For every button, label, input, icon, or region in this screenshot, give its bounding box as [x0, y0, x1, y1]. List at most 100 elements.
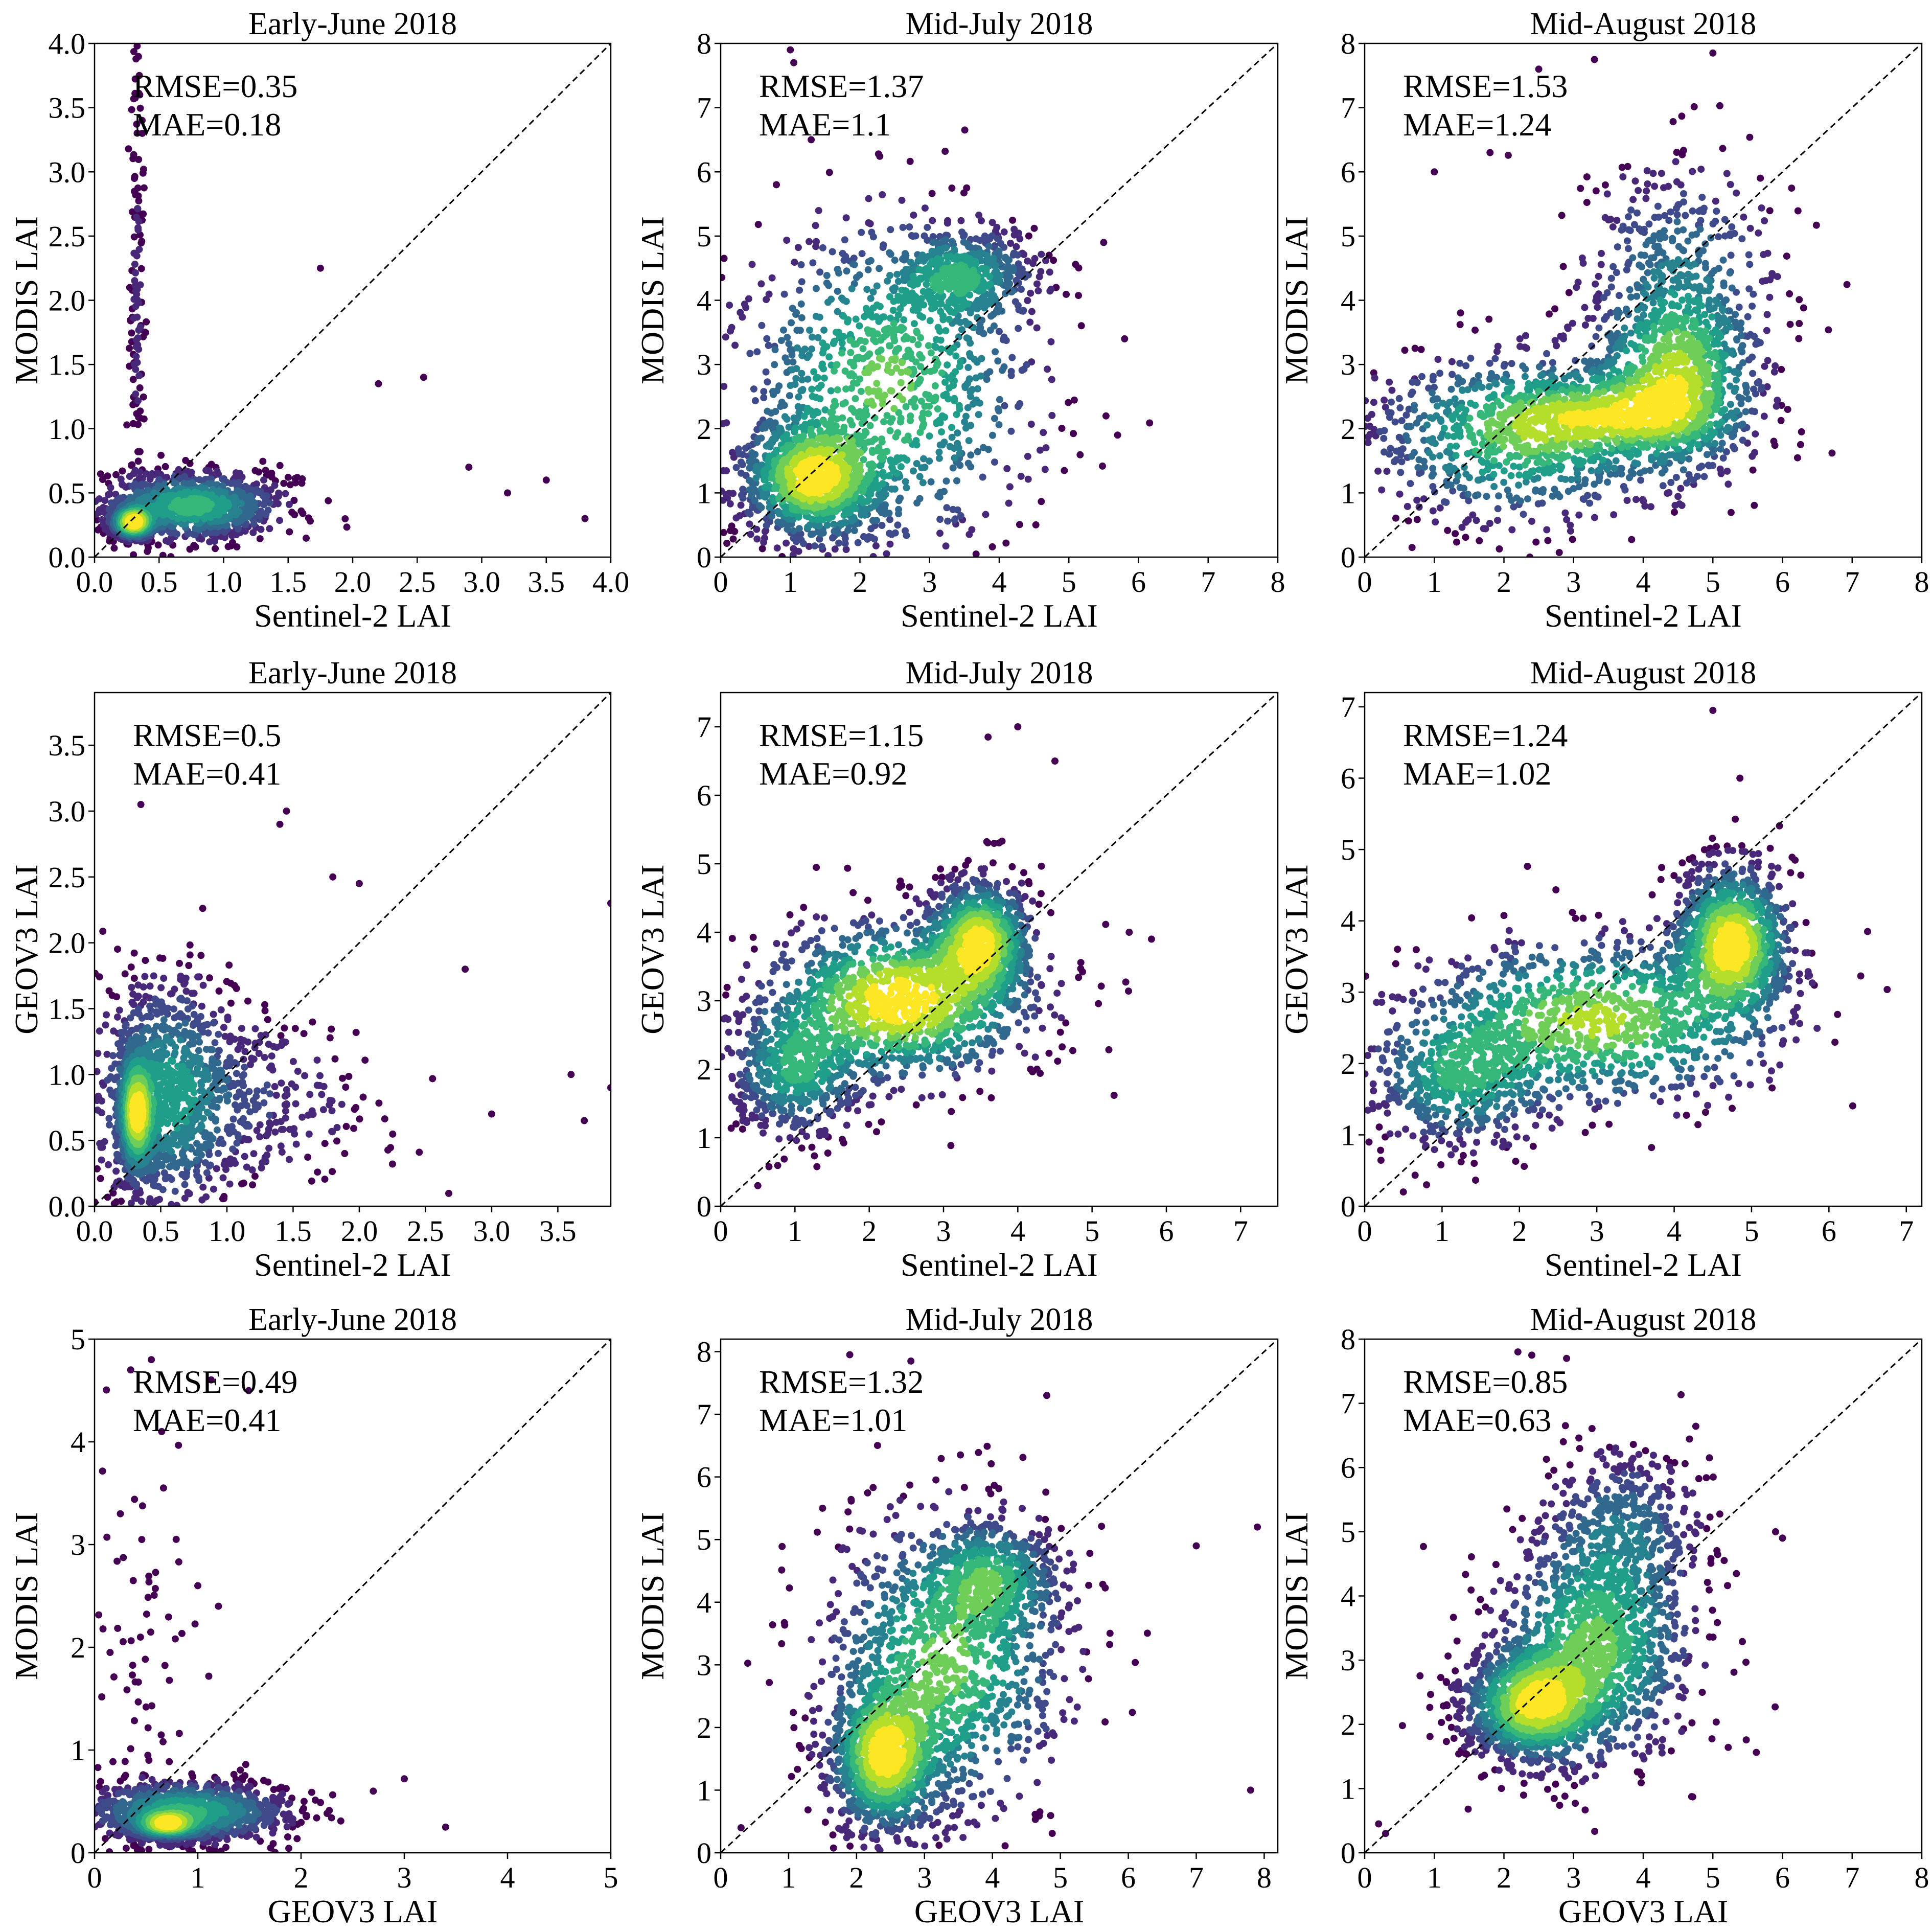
scatter-point: [816, 313, 823, 321]
scatter-point: [128, 461, 136, 469]
scatter-point: [795, 393, 802, 401]
scatter-point: [130, 48, 137, 55]
scatter-point: [751, 497, 758, 504]
scatter-point: [106, 490, 113, 498]
scatter-point: [140, 333, 147, 340]
scatter-point: [866, 220, 874, 227]
scatter-point: [879, 191, 886, 198]
scatter-point: [929, 217, 936, 224]
scatter-point: [879, 469, 887, 476]
scatter-point: [943, 504, 951, 512]
scatter-point: [940, 392, 948, 399]
scatter-point: [133, 359, 141, 366]
scatter-point: [1017, 286, 1025, 293]
scatter-point: [758, 321, 766, 329]
scatter-point: [812, 285, 820, 292]
scatter-point: [920, 301, 928, 309]
scatter-point: [128, 329, 135, 337]
scatter-point: [1024, 257, 1031, 265]
identity-line: [94, 42, 612, 558]
scatter-point: [859, 345, 867, 353]
scatter-point: [867, 397, 875, 405]
scatter-point: [831, 545, 839, 553]
scatter-point: [916, 473, 924, 480]
scatter-point: [979, 444, 987, 451]
scatter-point: [906, 157, 914, 165]
scatter-point: [914, 341, 922, 349]
scatter-point: [135, 246, 143, 253]
scatter-point: [827, 361, 835, 369]
scatter-point: [135, 372, 143, 379]
scatter-point: [953, 477, 960, 485]
scatter-point: [134, 421, 142, 428]
scatter-point: [746, 520, 753, 528]
x-tick-label: 2.0: [334, 565, 372, 599]
scatter-point: [920, 455, 927, 463]
scatter-point: [793, 365, 800, 373]
scatter-point: [856, 322, 863, 330]
scatter-point: [1045, 251, 1053, 259]
scatter-point: [878, 435, 885, 443]
scatter-point: [917, 397, 925, 405]
y-tick-label: 2.0: [49, 284, 86, 317]
scatter-point: [723, 540, 731, 547]
scatter-point: [974, 448, 981, 455]
scatter-point: [134, 334, 142, 342]
scatter-point: [132, 269, 139, 277]
scatter-point: [876, 265, 883, 272]
scatter-point: [937, 308, 945, 315]
scatter-point: [816, 268, 824, 276]
scatter-point: [886, 516, 893, 523]
scatter-point: [1018, 366, 1026, 374]
scatter-point: [876, 152, 884, 160]
scatter-point: [298, 479, 306, 487]
scatter-point: [972, 550, 980, 557]
scatter-point: [888, 369, 895, 376]
scatter-point: [865, 258, 872, 266]
scatter-point: [162, 463, 169, 470]
scatter-point: [886, 427, 894, 434]
scatter-point: [927, 478, 935, 486]
scatter-point: [1044, 365, 1051, 373]
scatter-point: [125, 145, 132, 153]
scatter-point: [884, 277, 891, 285]
x-tick-label: 1.0: [205, 565, 242, 599]
scatter-point: [130, 551, 137, 557]
scatter-point: [1024, 297, 1031, 304]
scatter-point: [798, 314, 806, 321]
scatter-point: [810, 368, 818, 376]
y-tick-label: 3.5: [49, 91, 86, 125]
scatter-point: [119, 467, 126, 475]
scatter-point: [833, 361, 841, 369]
scatter-point: [729, 490, 737, 497]
scatter-point: [1146, 419, 1154, 427]
scatter-point: [975, 328, 983, 335]
scatter-point: [839, 414, 846, 422]
scatter-point: [843, 267, 850, 275]
scatter-point: [140, 393, 147, 401]
scatter-point: [919, 409, 927, 417]
scatter-point: [951, 454, 958, 462]
scatter-point: [883, 550, 890, 557]
scatter-point: [811, 542, 819, 550]
scatter-point: [758, 545, 766, 553]
scatter-point: [988, 543, 996, 550]
scatter-point: [966, 291, 974, 299]
scatter-point: [266, 525, 273, 533]
scatter-point: [878, 355, 886, 363]
scatter-point: [992, 348, 999, 356]
scatter-point: [1009, 251, 1017, 259]
scatter-point: [864, 352, 871, 360]
scatter-point: [862, 406, 869, 414]
scatter-point: [869, 288, 877, 296]
scatter-point: [994, 357, 1002, 365]
scatter-point: [157, 451, 165, 459]
scatter-point: [1000, 228, 1008, 236]
scatter-point: [864, 266, 872, 273]
scatter-point: [791, 381, 799, 388]
scatter-point: [896, 305, 904, 312]
scatter-point: [189, 502, 196, 510]
scatter-point: [901, 335, 908, 343]
scatter-point: [763, 296, 770, 304]
scatter-point: [931, 342, 938, 350]
